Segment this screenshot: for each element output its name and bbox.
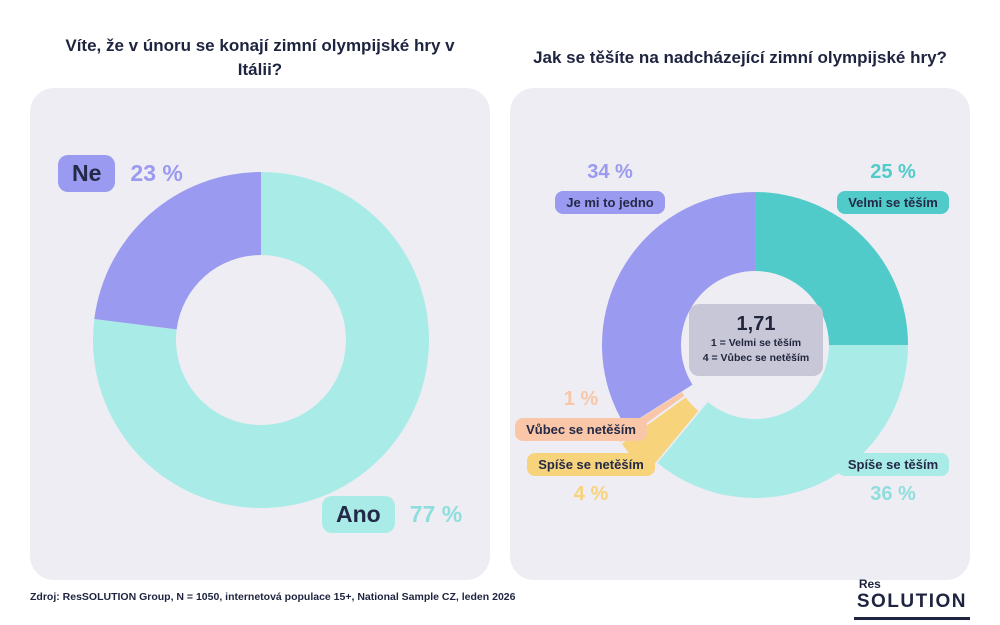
awareness-donut-chart xyxy=(92,172,429,508)
donut-segment-ne xyxy=(94,172,261,330)
spise-se-netesim-value: 4 % xyxy=(573,483,609,505)
logo-line-solution: SOLUTION xyxy=(856,591,967,612)
logo-line-res: Res xyxy=(858,577,881,591)
scale-note-min: 1 = Velmi se těším xyxy=(710,337,802,349)
ano-value: 77 % xyxy=(409,501,463,527)
left-chart-title: Víte, že v únoru se konají zimní olympij… xyxy=(65,36,455,79)
velmi-se-tesim-value: 25 % xyxy=(870,161,916,183)
velmi-se-tesim-label-group: 25 % Velmi se těším xyxy=(828,161,958,214)
ano-label-group: Ano 77 % xyxy=(322,496,462,533)
ne-value: 23 % xyxy=(130,160,183,186)
je-mi-to-jedno-label-group: 34 % Je mi to jedno xyxy=(545,161,675,214)
anticipation-chart-panel: 34 % Je mi to jedno 25 % Velmi se těším … xyxy=(510,88,970,580)
spise-se-tesim-badge: Spíše se těším xyxy=(836,453,950,476)
right-chart-title: Jak se těšíte na nadcházející zimní olym… xyxy=(533,48,947,67)
spise-se-tesim-value: 36 % xyxy=(870,483,916,505)
source-note: Zdroj: ResSOLUTION Group, N = 1050, inte… xyxy=(30,591,516,603)
donut-segment-je-mi-to-jedno xyxy=(602,192,755,427)
ne-badge: Ne xyxy=(58,155,116,192)
scale-note-max: 4 = Vůbec se netěším xyxy=(702,352,810,365)
donut-segment-ano xyxy=(92,172,429,508)
mean-score-value: 1,71 xyxy=(736,313,776,335)
ressolution-logo: Res SOLUTION xyxy=(853,577,970,620)
velmi-se-tesim-badge: Velmi se těším xyxy=(837,191,949,214)
ano-badge: Ano xyxy=(322,496,395,533)
je-mi-to-jedno-value: 34 % xyxy=(587,161,633,183)
vubec-se-netesim-value: 1 % xyxy=(563,388,599,410)
vubec-se-netesim-label-group: 1 % Vůbec se netěším xyxy=(510,388,652,441)
mean-score-annotation: 1,71 1 = Velmi se těším 4 = Vůbec se net… xyxy=(689,304,823,377)
je-mi-to-jedno-badge: Je mi to jedno xyxy=(555,191,665,214)
donut-segment-velmi-se-těším xyxy=(755,192,908,345)
spise-se-tesim-label-group: Spíše se těším 36 % xyxy=(822,453,964,506)
vubec-se-netesim-badge: Vůbec se netěším xyxy=(515,418,647,441)
ne-label-group: Ne 23 % xyxy=(58,155,183,192)
awareness-chart-panel: Ne 23 % Ano 77 % xyxy=(30,88,490,580)
spise-se-netesim-label-group: Spíše se netěším 4 % xyxy=(520,453,662,506)
spise-se-netesim-badge: Spíše se netěším xyxy=(527,453,655,476)
